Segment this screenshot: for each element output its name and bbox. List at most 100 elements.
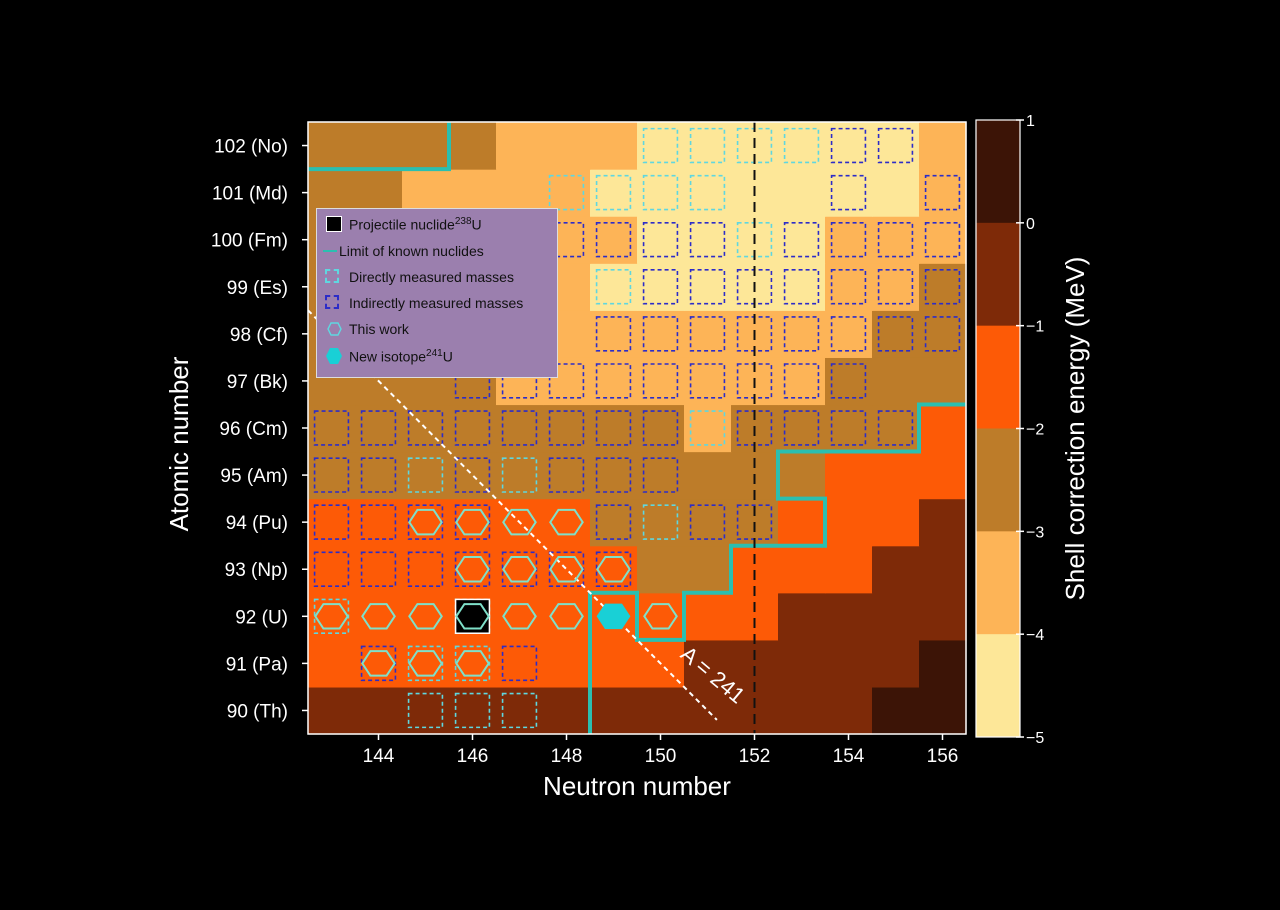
isobar-line <box>307 309 718 721</box>
indirect-mass-box <box>360 457 397 493</box>
legend-projectile-element: U <box>471 216 482 233</box>
heatmap-cell <box>872 686 920 735</box>
direct-mass-box <box>595 174 632 211</box>
heatmap-cell <box>778 545 826 594</box>
heatmap-cell <box>496 122 544 170</box>
heatmap-cell <box>355 122 403 170</box>
indirect-mass-box <box>830 269 867 305</box>
this-work-hexagon <box>549 508 584 536</box>
heatmap-cell <box>825 545 873 594</box>
new-isotope-marker <box>596 603 631 630</box>
this-work-hexagon <box>502 603 537 630</box>
indirect-mass-box <box>407 551 444 587</box>
heatmap-cell <box>778 169 826 217</box>
this-work-hexagon <box>549 556 584 583</box>
heatmap-cell <box>872 498 920 547</box>
indirect-mass-box <box>877 316 914 352</box>
heatmap-cell <box>778 451 826 500</box>
indirect-mass-box <box>689 363 726 399</box>
y-tick-label: 100 (Fm) <box>211 231 288 252</box>
y-tick-label: 92 (U) <box>235 607 288 628</box>
legend-this-work-label: This work <box>349 321 409 337</box>
indirect-mass-box <box>877 269 914 305</box>
indirect-mass-box <box>595 504 632 540</box>
heatmap-cell <box>872 639 920 688</box>
y-tick-label: 101 (Md) <box>212 184 288 205</box>
heatmap-cell <box>308 122 356 170</box>
colorbar-title: Shell correction energy (MeV) <box>1060 257 1090 601</box>
direct-mass-box <box>783 127 820 164</box>
indirect-mass-box <box>595 410 632 446</box>
direct-mass-box <box>501 457 538 493</box>
indirect-mass-box <box>783 316 820 352</box>
colorbar-tick-label: −1 <box>1026 319 1044 336</box>
heatmap-cell <box>872 545 920 594</box>
heatmap-cell <box>778 498 826 547</box>
heatmap-cell <box>684 592 732 641</box>
indirect-mass-box <box>548 457 585 493</box>
this-work-hexagon <box>314 603 349 630</box>
indirect-mass-box <box>642 410 679 446</box>
colorbar-tick-label: 0 <box>1026 216 1035 233</box>
colorbar-segment <box>976 531 1020 635</box>
indirect-mass-box <box>830 363 867 399</box>
indirect-box-symbol <box>323 292 345 314</box>
colorbar-tick-label: −2 <box>1026 422 1044 439</box>
heatmap-cell <box>919 451 967 500</box>
limit-of-known-nuclides-upper <box>308 122 451 172</box>
indirect-mass-box <box>783 410 820 446</box>
x-tick-label: 144 <box>363 746 395 767</box>
heatmap-cell <box>637 686 685 735</box>
y-tick-label: 97 (Bk) <box>227 372 288 393</box>
indirect-mass-box <box>642 269 679 305</box>
legend-projectile-label: Projectile nuclide <box>349 216 455 233</box>
indirect-mass-box <box>313 551 350 587</box>
indirect-mass-box <box>454 410 491 446</box>
colorbar-tick-label: 1 <box>1026 113 1035 130</box>
heatmap-cell <box>543 639 591 688</box>
indirect-mass-box <box>783 221 820 258</box>
heatmap-cell <box>872 169 920 217</box>
indirect-mass-box <box>689 504 726 540</box>
indirect-mass-box <box>689 316 726 352</box>
indirect-mass-box <box>642 457 679 493</box>
limit-of-known-nuclides-lower <box>588 402 966 734</box>
legend-item-limit: Limit of known nuclides <box>323 240 484 262</box>
this-work-hexagon <box>643 603 678 630</box>
heatmap-cell <box>308 639 356 688</box>
heatmap-cell <box>919 357 967 406</box>
legend-indirect-label: Indirectly measured masses <box>349 295 524 311</box>
indirect-mass-box <box>877 410 914 446</box>
heatmap-cell <box>590 639 638 688</box>
y-tick-label: 90 (Th) <box>227 701 288 722</box>
heatmap-cell <box>731 545 779 594</box>
heatmap-cell <box>825 451 873 500</box>
indirect-mass-box <box>830 410 867 446</box>
direct-mass-box <box>595 269 632 305</box>
new-isotope-symbol <box>323 345 345 367</box>
indirect-mass-box <box>595 457 632 493</box>
heatmap-cell <box>825 639 873 688</box>
indirect-mass-box <box>877 127 914 164</box>
this-work-hexagon <box>361 650 396 677</box>
heatmap-cell <box>919 545 967 594</box>
indirect-mass-box <box>548 363 585 399</box>
this-work-hexagon <box>596 556 631 583</box>
indirect-mass-box <box>360 551 397 587</box>
heatmap-cell <box>872 592 920 641</box>
indirect-mass-box <box>877 221 914 258</box>
heatmap-cell <box>778 639 826 688</box>
legend-item-direct: Directly measured masses <box>323 266 514 288</box>
this-work-hexagon <box>408 508 443 536</box>
indirect-mass-box <box>783 269 820 305</box>
indirect-mass-box <box>360 410 397 446</box>
indirect-mass-box <box>548 221 585 258</box>
heatmap-cell <box>778 592 826 641</box>
legend-direct-label: Directly measured masses <box>349 269 514 285</box>
heatmap-cell <box>684 639 732 688</box>
indirect-mass-box <box>642 221 679 258</box>
legend-new-isotope-element: U <box>442 348 453 365</box>
direct-mass-box <box>407 457 444 493</box>
colorbar-tick-label: −5 <box>1026 730 1044 747</box>
